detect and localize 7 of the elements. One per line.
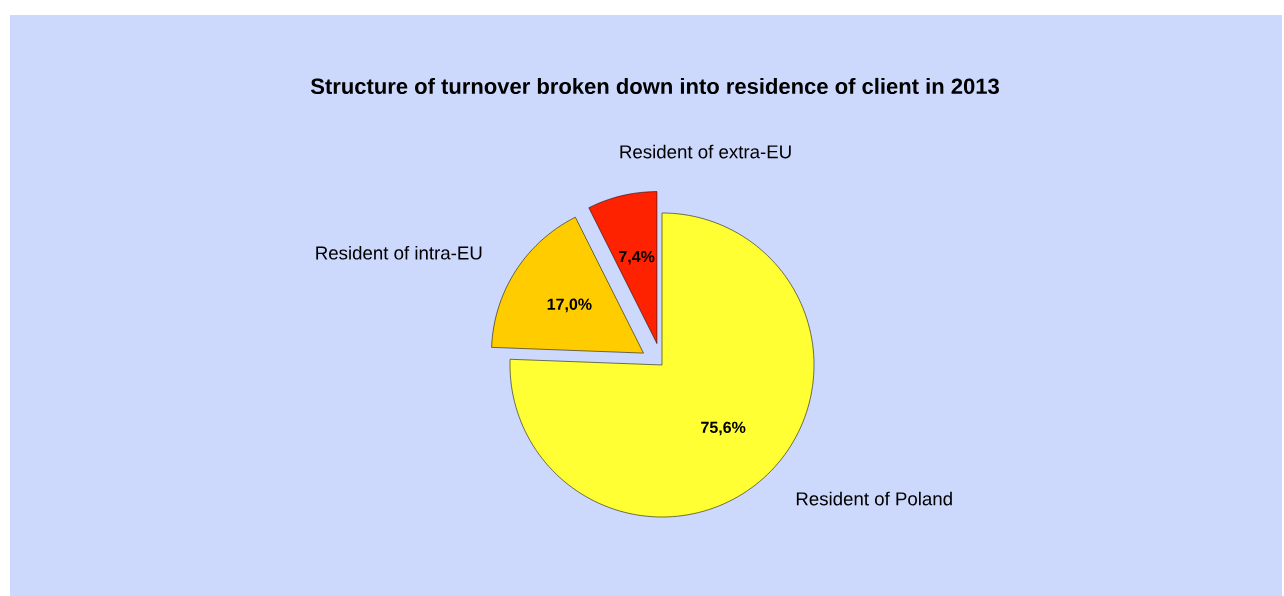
slice-label: Resident of intra-EU	[316, 245, 482, 260]
slice-label: Resident of Poland	[796, 491, 952, 506]
data-label: 75,6%	[701, 421, 746, 436]
chart-title: Structure of turnover broken down into residence of client in 2013	[310, 77, 999, 95]
data-label: 17,0%	[547, 298, 592, 313]
slice-label: Resident of extra-EU	[620, 144, 791, 159]
data-label: 7,4%	[619, 251, 655, 265]
